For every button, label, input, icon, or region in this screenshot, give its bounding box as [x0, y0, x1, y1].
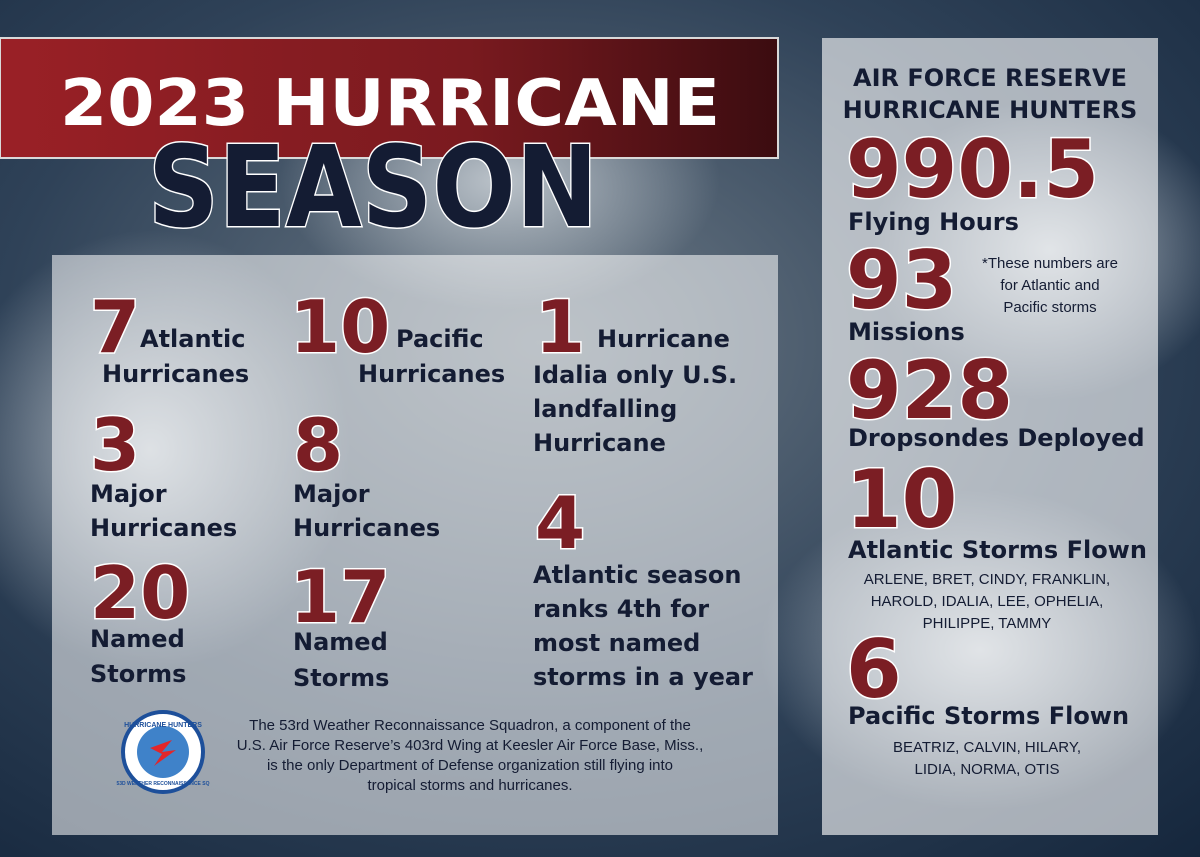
stat-number: 928 — [846, 344, 1013, 437]
stat-label: Major — [293, 480, 370, 508]
logo — [121, 710, 205, 794]
stat-label: Hurricanes — [358, 360, 505, 388]
logo-text: HURRICANE HUNTERS — [124, 722, 202, 729]
stat-label: Atlantic season — [533, 561, 741, 589]
stat-label: Hurricane — [533, 429, 666, 457]
stat-label: Atlantic — [140, 325, 245, 353]
stat-label: Missions — [848, 318, 965, 346]
stat-label: Storms — [90, 660, 186, 688]
stat-label: Dropsondes Deployed — [848, 424, 1145, 452]
stat-label: Hurricanes — [102, 360, 249, 388]
logo-bolt — [150, 740, 176, 766]
panel-heading: AIR FORCE RESERVE — [853, 64, 1127, 92]
storm-names: HAROLD, IDALIA, LEE, OPHELIA, — [871, 593, 1104, 610]
note: *These numbers are — [982, 255, 1118, 272]
stat-label: Named — [90, 625, 185, 653]
stat-number: 10 — [846, 453, 957, 546]
storm-names: PHILIPPE, TAMMY — [923, 615, 1052, 632]
logo-text: 53D WEATHER RECONNAISSANCE SQ — [117, 781, 210, 787]
title: 2023 HURRICANE — [60, 67, 720, 141]
stat-number: 8 — [293, 403, 343, 487]
stat-number: 4 — [535, 481, 585, 565]
stat-label: Idalia only U.S. — [533, 361, 737, 389]
stat-label: Storms — [293, 664, 389, 692]
stat-label: landfalling — [533, 395, 677, 423]
stat-label: ranks 4th for — [533, 595, 709, 623]
stat-label: Named — [293, 628, 388, 656]
stat-label: Flying Hours — [848, 208, 1019, 236]
right-panel — [822, 38, 1158, 835]
storm-names: BEATRIZ, CALVIN, HILARY, — [893, 739, 1081, 756]
note: Pacific storms — [1003, 299, 1096, 316]
storm-names: LIDIA, NORMA, OTIS — [914, 761, 1059, 778]
footer-text: U.S. Air Force Reserve’s 403rd Wing at K… — [237, 737, 704, 754]
stat-number: 10 — [290, 285, 390, 369]
stat-number: 93 — [846, 234, 957, 327]
stat-label: Major — [90, 480, 167, 508]
footer-text: The 53rd Weather Reconnaissance Squadron… — [249, 717, 691, 734]
footer-text: is the only Department of Defense organi… — [267, 757, 673, 774]
footer-text: tropical storms and hurricanes. — [367, 777, 572, 794]
stat-label: storms in a year — [533, 663, 753, 691]
storm-names: ARLENE, BRET, CINDY, FRANKLIN, — [864, 571, 1110, 588]
stat-number: 6 — [846, 623, 902, 716]
note: for Atlantic and — [1000, 277, 1099, 294]
stat-label: Hurricanes — [90, 514, 237, 542]
stat-label: Atlantic Storms Flown — [848, 536, 1147, 564]
title-banner — [0, 37, 779, 159]
stat-number: 17 — [290, 555, 390, 639]
stat-label: Pacific — [396, 325, 484, 353]
stat-label: Hurricanes — [293, 514, 440, 542]
stat-number: 1 — [535, 285, 585, 369]
stat-label: Hurricane — [597, 325, 730, 353]
panel-heading: HURRICANE HUNTERS — [843, 96, 1138, 124]
stat-number: 7 — [90, 285, 140, 369]
stat-number: 990.5 — [846, 123, 1099, 216]
stat-label: most named — [533, 629, 700, 657]
stat-number: 20 — [90, 551, 190, 635]
stat-label: Pacific Storms Flown — [848, 702, 1129, 730]
stat-number: 3 — [90, 403, 140, 487]
title-season: SEASON — [148, 123, 598, 253]
